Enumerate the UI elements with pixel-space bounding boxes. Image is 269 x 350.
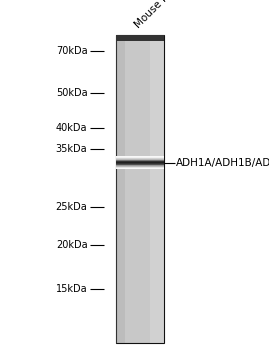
Bar xyxy=(116,165,164,166)
Text: 20kDa: 20kDa xyxy=(56,240,87,250)
Bar xyxy=(116,160,164,161)
Bar xyxy=(116,35,125,343)
Text: 40kDa: 40kDa xyxy=(56,123,87,133)
Text: 25kDa: 25kDa xyxy=(56,202,87,211)
Bar xyxy=(116,156,164,157)
Bar xyxy=(116,35,164,343)
Bar xyxy=(116,168,164,169)
Text: Mouse lung: Mouse lung xyxy=(133,0,182,30)
Bar xyxy=(150,35,164,343)
Bar xyxy=(116,158,164,159)
Bar xyxy=(116,166,164,167)
Bar xyxy=(116,35,164,41)
Text: ADH1A/ADH1B/ADH1C: ADH1A/ADH1B/ADH1C xyxy=(176,158,269,168)
Text: 50kDa: 50kDa xyxy=(56,88,87,98)
Bar xyxy=(116,159,164,160)
Bar xyxy=(116,161,164,162)
Text: 35kDa: 35kDa xyxy=(56,144,87,154)
Bar xyxy=(116,164,164,165)
Bar xyxy=(116,167,164,168)
Bar xyxy=(116,157,164,158)
Text: 70kDa: 70kDa xyxy=(56,46,87,56)
Bar xyxy=(116,163,164,164)
Bar xyxy=(116,162,164,163)
Text: 15kDa: 15kDa xyxy=(56,284,87,294)
